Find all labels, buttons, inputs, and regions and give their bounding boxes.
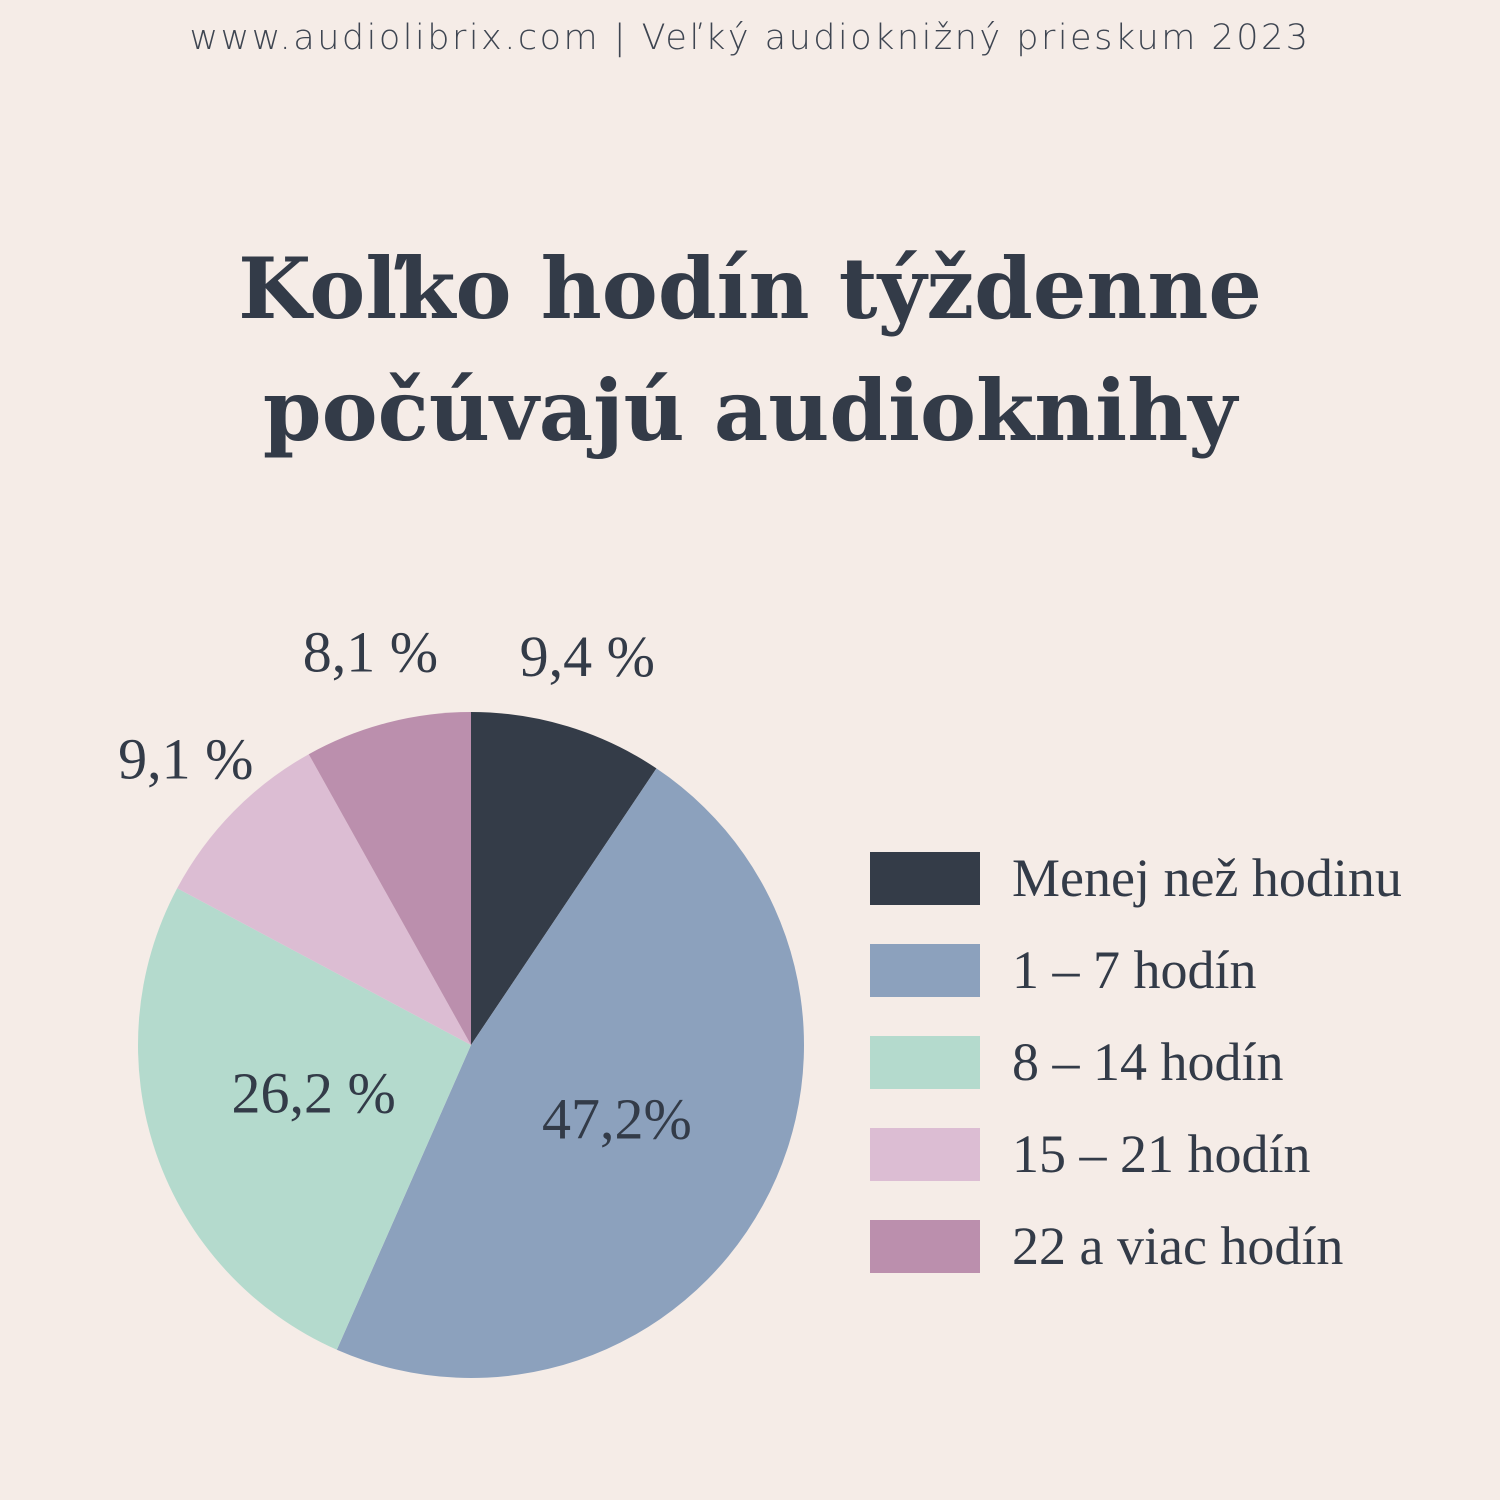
pie-value-label: 47,2% (542, 1087, 692, 1152)
pie-slice (336, 768, 804, 1378)
pie-slice (471, 712, 657, 1045)
pie-slice (308, 712, 471, 1045)
chart-legend: Menej než hodinu 1 – 7 hodín 8 – 14 hodí… (870, 832, 1402, 1292)
pie-value-label: 26,2 % (231, 1061, 395, 1126)
pie-value-label: 9,4 % (520, 624, 655, 689)
legend-swatch (870, 851, 980, 905)
chart-title-line-1: Koľko hodín týždenne (238, 239, 1262, 338)
chart-title: Koľko hodín týždenne počúvajú audioknihy (0, 228, 1500, 472)
header-caption: www.audiolibrix.com | Veľký audioknižný … (189, 18, 1311, 58)
pie-slice (177, 754, 471, 1045)
legend-label: 15 – 21 hodín (1012, 1124, 1311, 1184)
legend-label: 1 – 7 hodín (1012, 940, 1257, 1000)
pie-slice (138, 888, 472, 1350)
legend-item: 1 – 7 hodín (870, 924, 1402, 1016)
legend-item: 22 a viac hodín (870, 1200, 1402, 1292)
pie-value-label: 8,1 % (303, 620, 438, 685)
legend-item: Menej než hodinu (870, 832, 1402, 924)
legend-label: Menej než hodinu (1012, 848, 1402, 908)
legend-swatch (870, 1035, 980, 1089)
legend-item: 15 – 21 hodín (870, 1108, 1402, 1200)
legend-label: 22 a viac hodín (1012, 1216, 1344, 1276)
pie-value-label: 9,1 % (118, 726, 253, 791)
legend-swatch (870, 1219, 980, 1273)
chart-title-line-2: počúvajú audioknihy (262, 361, 1238, 460)
legend-label: 8 – 14 hodín (1012, 1032, 1284, 1092)
legend-swatch (870, 1127, 980, 1181)
legend-item: 8 – 14 hodín (870, 1016, 1402, 1108)
legend-swatch (870, 943, 980, 997)
